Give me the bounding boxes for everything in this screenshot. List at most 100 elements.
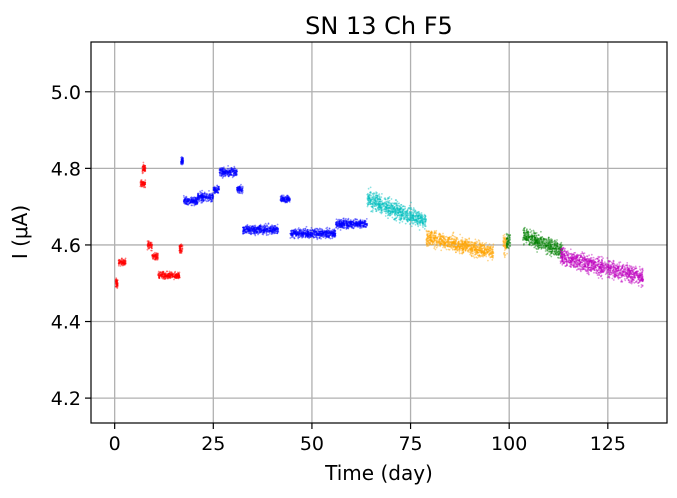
data-point <box>193 203 196 206</box>
data-point <box>153 256 156 259</box>
data-point <box>451 234 454 237</box>
data-point <box>119 260 121 263</box>
data-point <box>426 245 428 248</box>
data-point <box>221 168 224 171</box>
data-point <box>119 265 122 267</box>
data-point <box>178 274 181 277</box>
data-point <box>178 245 181 247</box>
data-point <box>206 196 209 199</box>
data-point <box>184 199 187 201</box>
data-point <box>176 275 179 278</box>
data-point <box>146 245 149 248</box>
data-point <box>181 245 184 248</box>
data-point <box>224 170 227 173</box>
data-point <box>199 194 201 197</box>
data-point <box>419 217 422 220</box>
data-point <box>177 272 180 275</box>
data-point <box>176 274 178 277</box>
data-point <box>202 196 205 199</box>
data-point <box>144 181 147 184</box>
data-point <box>389 210 391 213</box>
data-point <box>150 246 153 249</box>
data-point <box>175 273 178 275</box>
data-point <box>149 244 152 247</box>
data-point <box>139 181 142 184</box>
data-point <box>120 260 123 263</box>
data-point <box>265 234 268 237</box>
data-point <box>423 228 426 230</box>
data-point <box>168 274 171 277</box>
data-point <box>342 219 345 222</box>
data-point <box>219 167 222 169</box>
data-point <box>201 196 203 199</box>
data-point <box>161 273 164 275</box>
data-point <box>228 169 231 172</box>
data-point <box>227 175 230 178</box>
data-point <box>142 181 145 184</box>
data-point <box>185 203 188 205</box>
data-point <box>201 194 204 197</box>
data-point <box>222 170 224 173</box>
data-point <box>188 199 191 202</box>
data-point <box>464 249 467 251</box>
data-point <box>151 258 154 260</box>
data-point <box>193 202 196 204</box>
data-point <box>157 273 160 276</box>
data-point <box>390 204 393 207</box>
data-point <box>140 185 143 188</box>
data-point <box>189 200 192 202</box>
data-point <box>220 175 223 178</box>
data-point <box>311 232 314 235</box>
data-point <box>176 274 179 277</box>
data-point <box>362 224 364 227</box>
data-point <box>122 259 125 262</box>
data-point <box>122 262 125 264</box>
data-point <box>239 189 242 191</box>
data-point <box>120 261 123 263</box>
data-point <box>213 189 216 191</box>
data-point <box>404 205 406 208</box>
data-point <box>151 243 153 246</box>
data-point <box>217 191 220 194</box>
data-point <box>158 276 160 278</box>
data-point <box>171 275 174 278</box>
data-point <box>478 251 481 254</box>
data-point <box>358 223 361 226</box>
data-point <box>452 231 455 234</box>
data-point <box>183 201 186 204</box>
data-point <box>169 277 172 279</box>
data-point <box>182 159 185 162</box>
data-point <box>402 205 405 208</box>
data-point <box>157 273 160 276</box>
data-point <box>198 198 201 201</box>
data-point <box>196 201 198 203</box>
data-point <box>421 219 423 222</box>
data-point <box>147 243 150 245</box>
data-point <box>213 186 216 189</box>
data-point <box>248 232 251 235</box>
data-point <box>229 170 231 173</box>
data-point <box>233 167 235 170</box>
data-point <box>160 271 163 274</box>
data-point <box>473 248 476 251</box>
data-point <box>174 276 176 279</box>
data-point <box>331 230 334 233</box>
data-point <box>229 170 232 173</box>
data-point <box>376 204 379 207</box>
data-point <box>185 196 188 199</box>
data-point <box>164 277 167 280</box>
data-point <box>406 219 409 222</box>
data-point <box>119 263 122 266</box>
data-point <box>207 196 209 199</box>
data-point <box>147 243 149 246</box>
data-point <box>388 196 391 198</box>
data-point <box>170 274 172 277</box>
data-point <box>168 272 171 275</box>
data-point <box>218 185 221 188</box>
data-point <box>115 283 118 285</box>
data-point <box>148 244 151 247</box>
data-point <box>123 263 126 265</box>
data-point <box>181 161 184 164</box>
data-point <box>482 254 485 256</box>
data-point <box>171 273 174 276</box>
